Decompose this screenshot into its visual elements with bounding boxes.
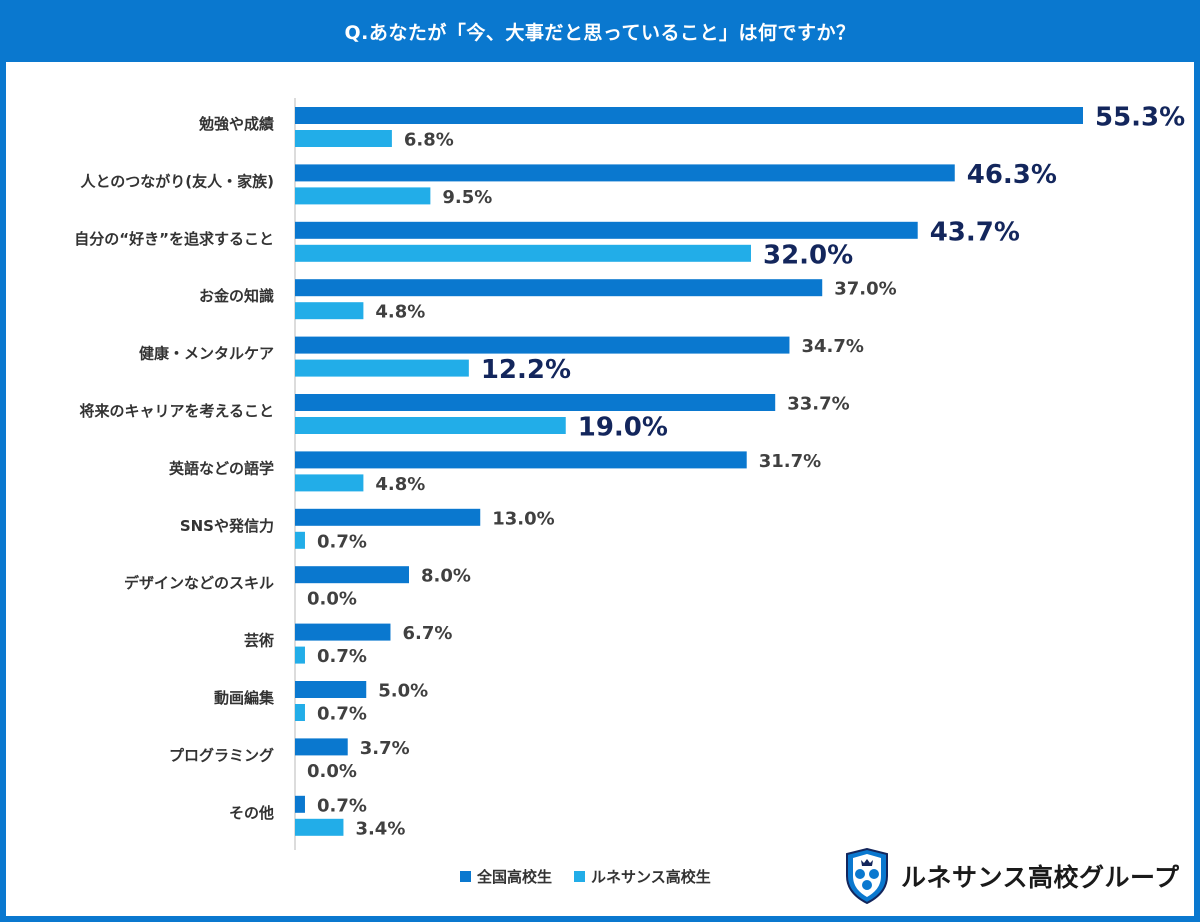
bar-renaissance bbox=[295, 531, 305, 549]
data-label-national: 33.7% bbox=[787, 394, 849, 415]
category-label: SNSや発信力 bbox=[180, 517, 274, 535]
bar-national bbox=[295, 107, 1083, 124]
legend-label-renaissance: ルネサンス高校生 bbox=[591, 868, 711, 886]
data-label-renaissance: 6.8% bbox=[404, 130, 454, 151]
category-label: デザインなどのスキル bbox=[124, 574, 274, 592]
bar-national bbox=[295, 566, 409, 584]
category-label: お金の知識 bbox=[199, 287, 274, 305]
legend-item-renaissance: ルネサンス高校生 bbox=[574, 866, 711, 887]
chart-title: Q.あなたが「今、大事だと思っていること」は何ですか？ bbox=[0, 0, 1200, 62]
data-label-renaissance: 0.7% bbox=[317, 646, 367, 667]
data-label-renaissance: 4.8% bbox=[375, 474, 425, 495]
data-label-renaissance: 0.7% bbox=[317, 531, 367, 552]
data-label-national: 37.0% bbox=[834, 279, 896, 300]
bar-renaissance bbox=[295, 130, 392, 147]
data-label-renaissance: 19.0% bbox=[578, 413, 668, 443]
bar-renaissance bbox=[295, 244, 751, 262]
bar-renaissance bbox=[295, 704, 305, 721]
data-label-national: 0.7% bbox=[317, 795, 367, 816]
brand-logo: ルネサンス高校グループ bbox=[843, 848, 1180, 904]
bar-national bbox=[295, 336, 790, 354]
data-label-national: 3.7% bbox=[360, 738, 410, 759]
category-label: 英語などの語学 bbox=[169, 459, 274, 477]
category-label: プログラミング bbox=[169, 746, 274, 764]
data-label-national: 34.7% bbox=[801, 336, 863, 357]
category-label: 自分の“好き”を追求すること bbox=[74, 230, 274, 248]
data-label-renaissance: 0.7% bbox=[317, 704, 367, 725]
bar-national bbox=[295, 623, 391, 641]
bar-renaissance bbox=[295, 474, 364, 492]
data-label-national: 43.7% bbox=[930, 217, 1020, 247]
bar-national bbox=[295, 795, 305, 813]
category-label: 勉強や成績 bbox=[198, 115, 274, 133]
bar-national bbox=[295, 221, 918, 239]
category-label: 人とのつながり(友人・家族) bbox=[80, 172, 274, 190]
category-label: その他 bbox=[229, 804, 274, 822]
bar-national bbox=[295, 508, 481, 526]
data-label-renaissance: 0.0% bbox=[307, 589, 357, 610]
legend-swatch-renaissance bbox=[574, 871, 586, 882]
data-label-national: 31.7% bbox=[759, 451, 821, 472]
data-label-national: 5.0% bbox=[378, 681, 428, 702]
bar-renaissance bbox=[295, 187, 431, 205]
bar-renaissance bbox=[295, 359, 469, 377]
bar-national bbox=[295, 738, 348, 756]
data-label-national: 6.7% bbox=[402, 623, 452, 644]
bar-renaissance bbox=[295, 646, 305, 664]
category-label: 動画編集 bbox=[214, 689, 275, 707]
brand-logo-text: ルネサンス高校グループ bbox=[901, 863, 1180, 892]
data-label-renaissance: 12.2% bbox=[481, 355, 571, 385]
legend: 全国高校生 ルネサンス高校生 bbox=[460, 866, 711, 887]
bar-renaissance bbox=[295, 818, 344, 836]
shield-emblem-icon bbox=[846, 848, 888, 904]
bar-renaissance bbox=[295, 302, 364, 320]
bar-national bbox=[295, 394, 776, 411]
category-label: 健康・メンタルケア bbox=[139, 345, 274, 363]
data-label-national: 46.3% bbox=[967, 160, 1057, 190]
bar-renaissance bbox=[295, 417, 566, 434]
category-label: 芸術 bbox=[244, 632, 274, 650]
legend-label-national: 全国高校生 bbox=[477, 868, 553, 886]
bar-national bbox=[295, 164, 955, 182]
category-label: 将来のキャリアを考えること bbox=[79, 402, 274, 420]
bar-national bbox=[295, 681, 367, 698]
data-label-national: 13.0% bbox=[492, 508, 554, 529]
data-label-renaissance: 3.4% bbox=[355, 818, 405, 839]
bar-national bbox=[295, 451, 747, 469]
data-label-national: 55.3% bbox=[1095, 103, 1185, 133]
data-label-renaissance: 4.8% bbox=[375, 302, 425, 323]
legend-item-national: 全国高校生 bbox=[460, 866, 552, 887]
data-label-renaissance: 32.0% bbox=[763, 240, 853, 270]
data-label-national: 8.0% bbox=[421, 566, 471, 587]
data-label-renaissance: 0.0% bbox=[307, 761, 357, 782]
data-label-renaissance: 9.5% bbox=[442, 187, 492, 208]
legend-swatch-national bbox=[460, 871, 471, 882]
bar-national bbox=[295, 279, 823, 297]
bars-group: 勉強や成績 55.3% 6.8% 人とのつながり(友人・家族) 46.3% 9.5% 自分の… bbox=[74, 103, 1185, 840]
